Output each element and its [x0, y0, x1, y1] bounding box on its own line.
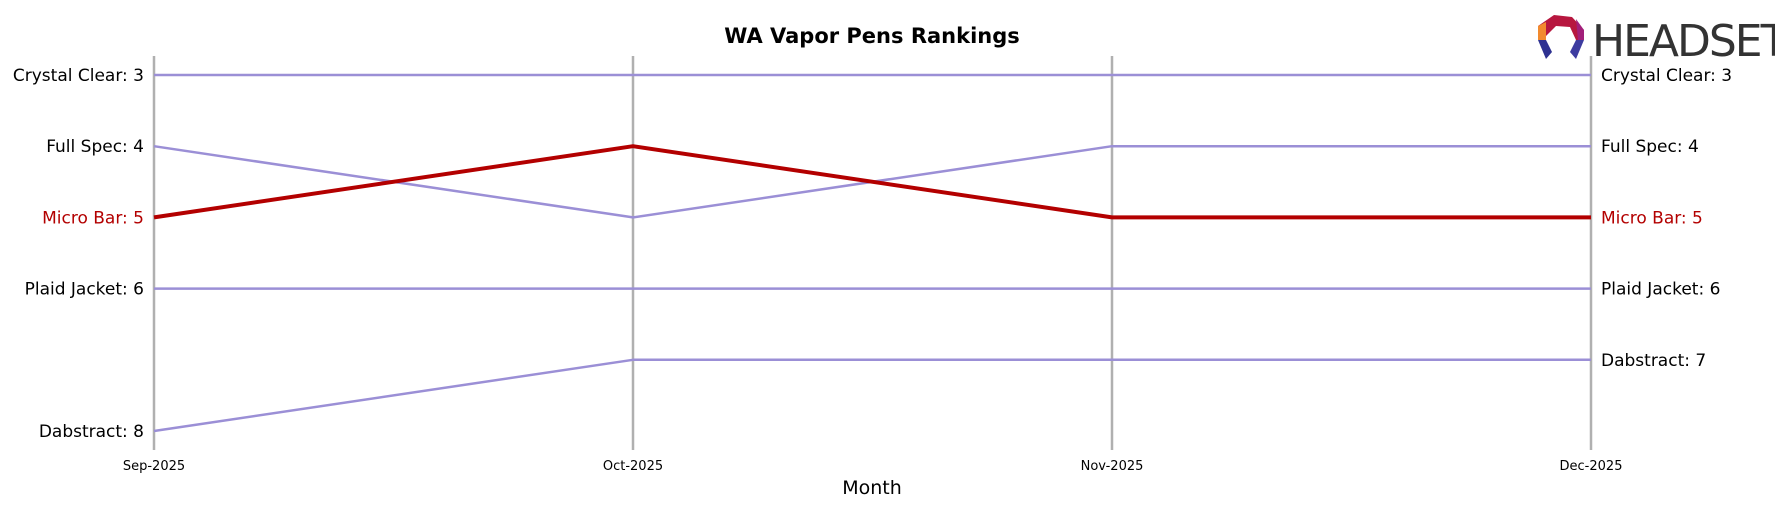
headset-logo: HEADSET	[1538, 15, 1775, 67]
start-label-plaid-jacket: Plaid Jacket: 6	[25, 280, 144, 300]
end-label-crystal-clear: Crystal Clear: 3	[1601, 66, 1732, 86]
series-line-dabstract	[153, 358, 1591, 433]
x-tick-sep-2025: Sep-2025	[123, 459, 185, 474]
series-line-micro-bar	[153, 144, 1591, 220]
start-label-full-spec: Full Spec: 4	[46, 137, 144, 157]
x-tick-labels: Sep-2025 Oct-2025 Nov-2025 Dec-2025	[123, 459, 1623, 474]
end-labels: Crystal Clear: 3 Full Spec: 4 Micro Bar: 5…	[1601, 66, 1732, 371]
chart-title: WA Vapor Pens Rankings	[724, 24, 1020, 48]
x-tick-nov-2025: Nov-2025	[1081, 459, 1144, 474]
x-axis-label: Month	[842, 477, 902, 499]
start-labels: Crystal Clear: 3 Full Spec: 4 Micro Bar: 5…	[13, 66, 144, 442]
series-lines	[153, 73, 1591, 433]
end-label-micro-bar: Micro Bar: 5	[1601, 208, 1703, 228]
logo-text: HEADSET	[1592, 16, 1775, 67]
headset-hexagon-logo-icon	[1538, 15, 1584, 59]
start-label-dabstract: Dabstract: 8	[39, 422, 144, 442]
x-tick-dec-2025: Dec-2025	[1560, 459, 1623, 474]
start-label-micro-bar: Micro Bar: 5	[42, 208, 144, 228]
x-tick-oct-2025: Oct-2025	[603, 459, 663, 474]
end-label-full-spec: Full Spec: 4	[1601, 137, 1699, 157]
grid-lines	[152, 56, 1593, 450]
end-label-dabstract: Dabstract: 7	[1601, 351, 1706, 371]
end-label-plaid-jacket: Plaid Jacket: 6	[1601, 280, 1720, 300]
start-label-crystal-clear: Crystal Clear: 3	[13, 66, 144, 86]
